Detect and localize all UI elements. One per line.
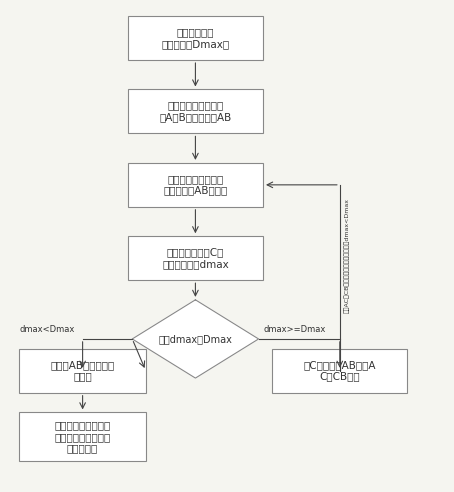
Text: 使C点将曲线AB分为A
C和CB两段: 使C点将曲线AB分为A C和CB两段: [304, 360, 376, 382]
FancyBboxPatch shape: [128, 163, 263, 207]
Text: dmax>=Dmax: dmax>=Dmax: [263, 325, 326, 334]
Text: 将直线AB作为曲线段
的近似: 将直线AB作为曲线段 的近似: [50, 360, 115, 382]
Text: 遍历曲线上其它点，
求每个点到AB的距离: 遍历曲线上其它点， 求每个点到AB的距离: [163, 174, 227, 196]
Text: 将剩余的坐标点按序
以直线连接，形成压
缩后的轨迹: 将剩余的坐标点按序 以直线连接，形成压 缩后的轨迹: [54, 420, 111, 454]
Text: dmax<Dmax: dmax<Dmax: [20, 325, 75, 334]
Polygon shape: [132, 300, 259, 378]
Text: 比较dmax，Dmax: 比较dmax，Dmax: [158, 334, 232, 344]
Text: 针对AC、CB两段，重复执行，直至满足dmax<Dmax: 针对AC、CB两段，重复执行，直至满足dmax<Dmax: [344, 198, 350, 313]
FancyBboxPatch shape: [272, 349, 408, 393]
FancyBboxPatch shape: [20, 349, 146, 393]
Text: 连接轨迹曲线首尾两
点A、B，形成直线AB: 连接轨迹曲线首尾两 点A、B，形成直线AB: [159, 101, 232, 123]
FancyBboxPatch shape: [20, 412, 146, 461]
FancyBboxPatch shape: [128, 16, 263, 60]
Text: 设置距离偏差
比较阈值（Dmax）: 设置距离偏差 比较阈值（Dmax）: [161, 27, 229, 49]
FancyBboxPatch shape: [128, 90, 263, 133]
FancyBboxPatch shape: [128, 236, 263, 280]
Text: 找到最大距离的C，
最大距离记为dmax: 找到最大距离的C， 最大距离记为dmax: [162, 247, 229, 269]
